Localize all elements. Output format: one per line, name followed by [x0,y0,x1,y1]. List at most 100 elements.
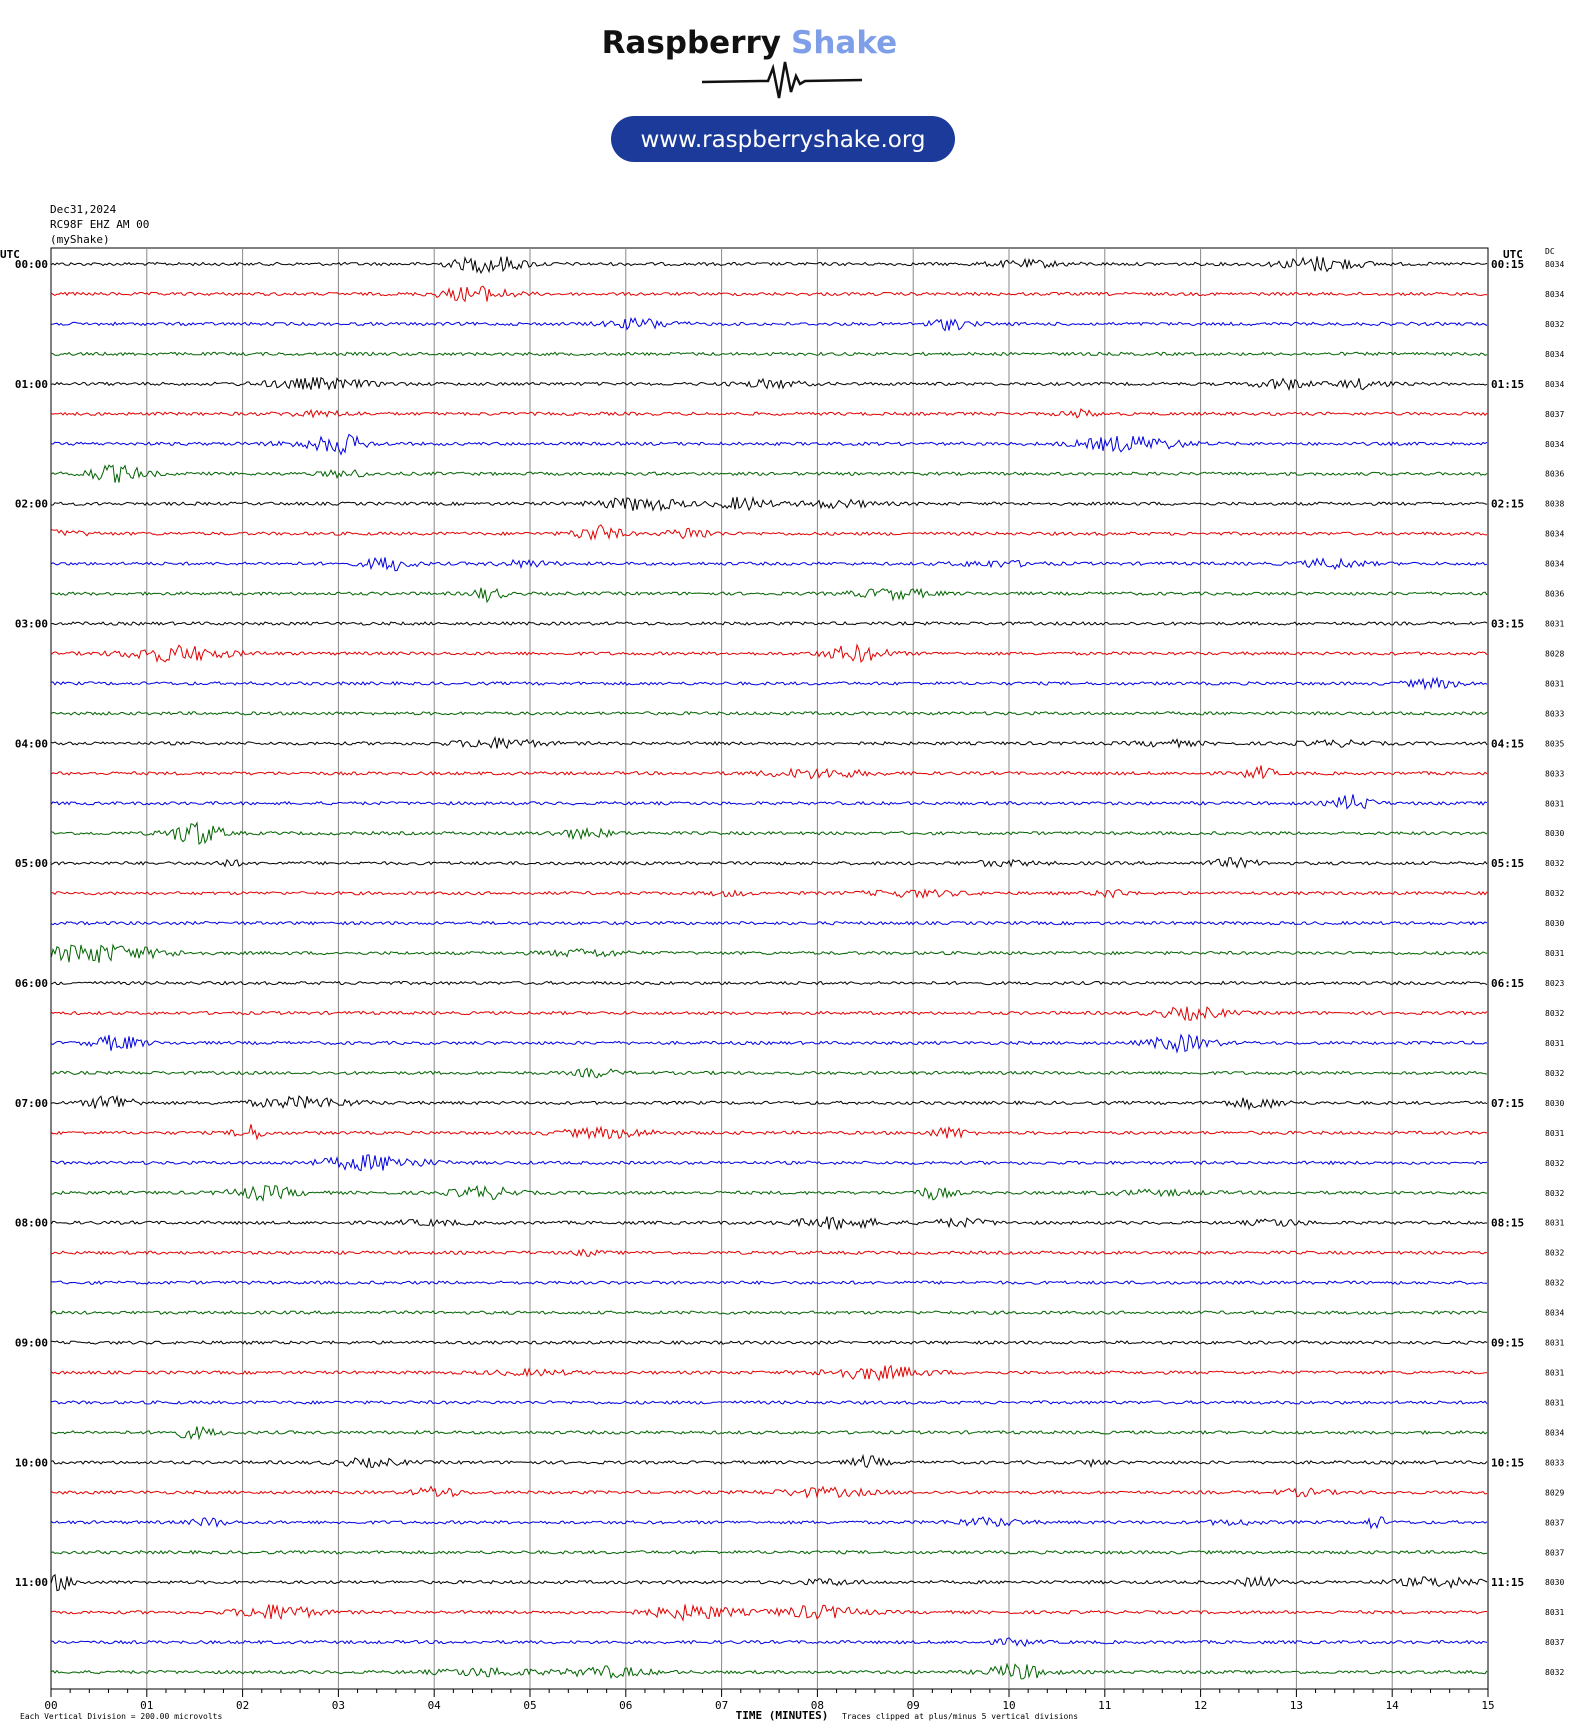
dc-value: 8032 [1545,1189,1564,1198]
brand-name: Shake [791,25,897,61]
trace [50,710,1488,716]
trace [50,1124,1488,1141]
dc-value: 8034 [1545,1428,1564,1437]
trace [50,1400,1488,1405]
plot: 00 01 02 03 04 05 06 07 08 09 10 11 12 13 14 15 TIME (MI… [0,247,1564,1722]
clip-note: Traces clipped at plus/minus 5 vertical … [842,1712,1078,1721]
dc-value: 8034 [1545,440,1564,449]
trace [50,1662,1488,1680]
scale-note: Each Vertical Division = 200.00 microvol… [20,1712,222,1721]
right-time: 03:15 [1491,618,1524,631]
dc-value: 8028 [1545,649,1564,658]
trace [50,676,1488,691]
trace [50,735,1488,750]
left-time: 03:00 [15,618,48,631]
x-tick-label: 07 [715,1699,728,1712]
dc-value: 8036 [1545,590,1564,599]
left-time: 00:00 [15,258,48,271]
trace [50,1637,1488,1648]
dc-value: 8034 [1545,530,1564,539]
right-time: 10:15 [1491,1456,1524,1469]
x-tick-label: 15 [1481,1699,1494,1712]
x-tick-label: 05 [523,1699,536,1712]
dc-value: 8034 [1545,380,1564,389]
left-time: 11:00 [15,1576,48,1589]
dc-value: 8032 [1545,1009,1564,1018]
x-tick-label: 06 [619,1699,632,1712]
x-tick-label: 13 [1290,1699,1303,1712]
dc-value: 8033 [1545,769,1564,778]
logo: Raspberry Shake www.raspberryshake.org [602,25,955,162]
x-tick-label: 01 [140,1699,153,1712]
trace [50,255,1488,275]
right-time: 11:15 [1491,1576,1524,1589]
dc-value: 8032 [1545,859,1564,868]
trace [50,1216,1487,1231]
trace [51,1154,1488,1172]
left-time: 04:00 [15,737,48,750]
right-time: 06:15 [1491,977,1524,990]
date: Dec31,2024 [50,203,117,216]
right-time: 08:15 [1491,1217,1524,1230]
trace [50,433,1488,456]
left-time: 02:00 [15,498,48,511]
trace [50,351,1488,357]
dc-value: 8035 [1545,739,1564,748]
x-tick-label: 04 [428,1699,442,1712]
dc-value: 8030 [1545,1578,1564,1587]
dc-value: 8031 [1545,1608,1564,1617]
dc-value: 8034 [1545,350,1564,359]
dc-value: 8031 [1545,1129,1564,1138]
dc-value: 8031 [1545,620,1564,629]
station: RC98F EHZ AM 00 [50,218,149,231]
right-axis-label: UTC [1503,248,1523,261]
dc-value: 8029 [1545,1488,1564,1497]
dc-label: DC [1545,247,1555,256]
right-time: 04:15 [1491,737,1524,750]
dc-value: 8032 [1545,1668,1564,1677]
dc-value: 8037 [1545,1548,1564,1557]
trace [50,1310,1488,1315]
trace [50,856,1488,869]
x-tick-label: 10 [1002,1699,1015,1712]
x-tick-label: 12 [1194,1699,1207,1712]
dc-value: 8032 [1545,1279,1564,1288]
x-tick-label: 11 [1098,1699,1111,1712]
trace [50,464,1488,483]
x-tick-label: 03 [332,1699,345,1712]
trace [50,377,1488,392]
left-time: 08:00 [15,1217,48,1230]
dc-value: 8031 [1545,1039,1564,1048]
trace [50,1033,1488,1054]
dc-value: 8036 [1545,470,1564,479]
trace [50,1184,1488,1203]
trace [50,1067,1488,1079]
trace [50,1603,1487,1622]
dc-value: 8037 [1545,1518,1564,1527]
trace [50,285,1487,303]
trace [50,1340,1488,1345]
x-axis-label: TIME (MINUTES) [736,1709,829,1722]
trace [50,1453,1488,1469]
x-tick-label: 08 [811,1699,824,1712]
trace [50,643,1488,664]
dc-value: 8032 [1545,889,1564,898]
trace [50,1573,1488,1592]
trace [50,1094,1488,1111]
x-tick-label: 14 [1386,1699,1400,1712]
left-time: 10:00 [15,1456,48,1469]
dc-value: 8030 [1545,919,1564,928]
dc-value: 8031 [1545,949,1564,958]
trace [50,524,1488,542]
x-tick-label: 00 [44,1699,57,1712]
trace [50,943,1488,963]
station-info: Dec31,2024 RC98F EHZ AM 00 (myShake) [50,203,149,246]
brand-name: Raspberry [602,25,781,61]
right-time: 05:15 [1491,857,1524,870]
right-time: 02:15 [1491,498,1524,511]
dc-value: 8032 [1545,1249,1564,1258]
trace [50,557,1488,572]
dc-value: 8031 [1545,1369,1564,1378]
trace [50,1426,1488,1441]
url-pill [611,116,955,162]
